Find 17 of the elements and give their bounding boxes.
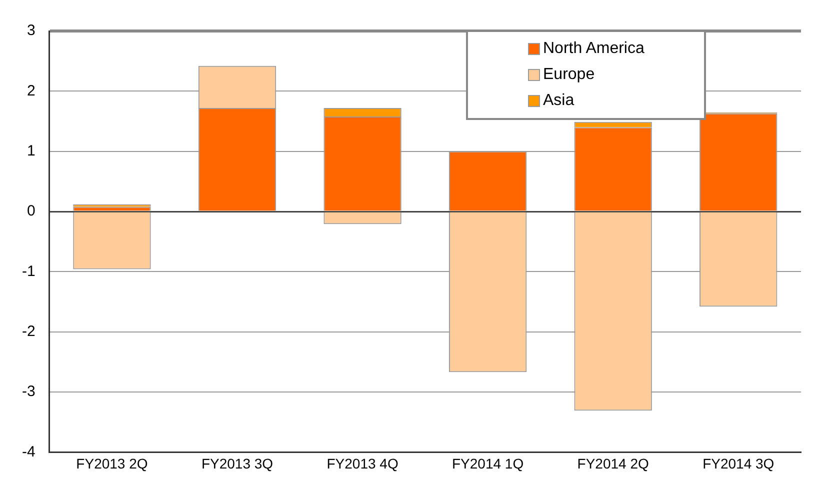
y-tick-label: 2 bbox=[26, 82, 36, 100]
legend-label: Asia bbox=[543, 92, 574, 110]
x-tick-label: FY2014 1Q bbox=[452, 455, 524, 472]
legend-label: North America bbox=[543, 40, 644, 58]
y-tick-label: -1 bbox=[22, 262, 36, 280]
x-tick-label: FY2014 3Q bbox=[702, 455, 774, 472]
y-tick-label: 1 bbox=[26, 142, 36, 160]
y-tick-label: -2 bbox=[22, 323, 36, 340]
x-tick-label: FY2013 4Q bbox=[326, 455, 398, 472]
y-tick-label: 0 bbox=[26, 202, 36, 220]
y-tick-label: -4 bbox=[22, 443, 36, 460]
x-tick-label: FY2014 2Q bbox=[577, 455, 649, 472]
y-tick-label: 3 bbox=[26, 22, 36, 40]
y-tick-label: -3 bbox=[22, 383, 36, 400]
legend-label: Europe bbox=[543, 66, 595, 84]
x-tick-label: FY2013 3Q bbox=[201, 455, 274, 472]
x-tick-label: FY2013 2Q bbox=[76, 455, 148, 472]
